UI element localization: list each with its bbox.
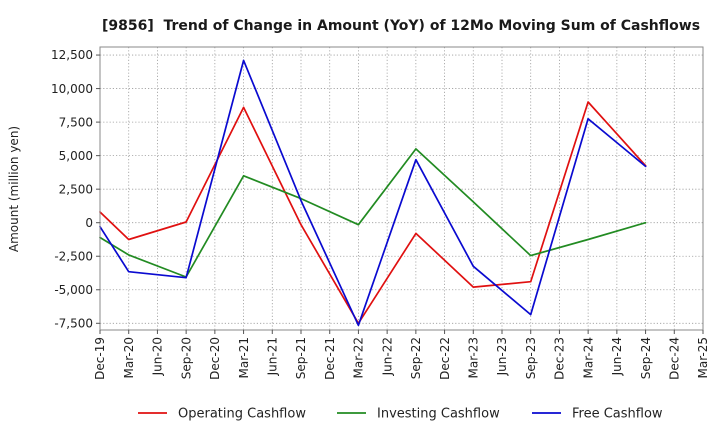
- x-tick-label: Dec-19: [93, 337, 107, 380]
- legend-label-free-cashflow: Free Cashflow: [572, 407, 663, 422]
- x-tick-label: Sep-24: [639, 337, 653, 379]
- x-tick-label: Jun-24: [610, 337, 624, 376]
- x-tick-label: Dec-24: [667, 337, 681, 380]
- x-tick-label: Sep-22: [409, 337, 423, 379]
- legend-item-free-cashflow: Free Cashflow: [532, 407, 663, 422]
- y-tick-label: -5,000: [54, 283, 93, 297]
- plot-area-border: [99, 46, 704, 331]
- legend-item-operating-cashflow: Operating Cashflow: [138, 407, 306, 422]
- x-tick-label: Mar-22: [352, 337, 366, 378]
- y-tick-label: 2,500: [59, 182, 93, 196]
- y-tick-label: 7,500: [59, 115, 93, 129]
- x-tick-label: Sep-20: [179, 337, 193, 379]
- y-tick-label: -2,500: [54, 249, 93, 263]
- x-tick-label: Jun-21: [265, 337, 279, 376]
- y-tick-label: -7,500: [54, 316, 93, 330]
- x-tick-label: Sep-21: [294, 337, 308, 379]
- y-tick-label: 5,000: [59, 149, 93, 163]
- y-tick-label: 0: [85, 216, 93, 230]
- x-tick-label: Sep-23: [524, 337, 538, 379]
- series-group: [99, 59, 647, 327]
- x-tick-label: Dec-20: [208, 337, 222, 380]
- legend: Operating Cashflow Investing Cashflow Fr…: [138, 407, 663, 422]
- y-axis: 12,500 10,000 7,500 5,000 2,500 0 -2,500 -5,000…: [51, 48, 100, 330]
- y-tick-label: 10,000: [51, 82, 93, 96]
- x-tick-label: Dec-22: [438, 337, 452, 380]
- y-axis-label: Amount (million yen): [7, 126, 21, 252]
- x-tick-label: Dec-23: [553, 337, 567, 380]
- x-axis: Dec-19 Mar-20 Jun-20 Sep-20 Dec-20 Mar-21 Jun-…: [93, 330, 710, 380]
- x-tick-label: Mar-20: [122, 337, 136, 378]
- chart-title: [9856] Trend of Change in Amount (YoY) o…: [102, 18, 700, 34]
- x-tick-label: Dec-21: [323, 337, 337, 380]
- x-tick-label: Mar-24: [581, 337, 595, 378]
- x-tick-label: Mar-21: [237, 337, 251, 378]
- x-tick-label: Jun-20: [151, 337, 165, 376]
- y-tick-label: 12,500: [51, 48, 93, 62]
- x-tick-label: Mar-23: [466, 337, 480, 378]
- x-tick-label: Mar-25: [696, 337, 710, 378]
- legend-item-investing-cashflow: Investing Cashflow: [337, 407, 500, 422]
- x-tick-label: Jun-23: [495, 337, 509, 376]
- legend-label-operating-cashflow: Operating Cashflow: [178, 407, 306, 422]
- x-tick-label: Jun-22: [380, 337, 394, 376]
- series-line-free-cashflow: [99, 59, 647, 327]
- legend-label-investing-cashflow: Investing Cashflow: [377, 407, 500, 422]
